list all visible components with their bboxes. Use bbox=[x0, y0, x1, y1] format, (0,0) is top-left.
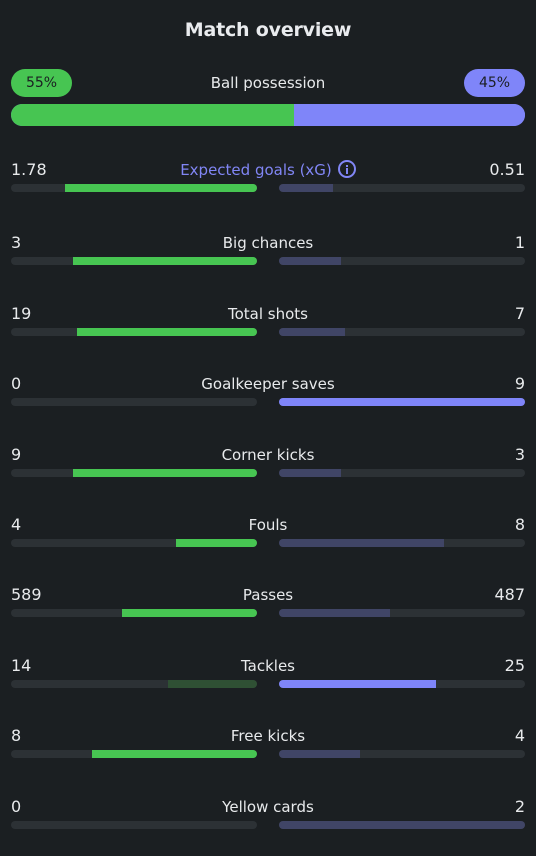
away-bar-track bbox=[279, 539, 525, 547]
away-value: 0.51 bbox=[489, 160, 525, 179]
stat-label: Goalkeeper saves bbox=[11, 374, 525, 394]
home-bar-fill bbox=[72, 469, 257, 477]
away-bar-track bbox=[279, 680, 525, 688]
home-value: 9 bbox=[11, 445, 22, 464]
home-possession-badge: 55% bbox=[11, 69, 72, 97]
stat-row: 9 Corner kicks 3 bbox=[11, 445, 525, 489]
away-bar-fill bbox=[279, 184, 334, 192]
home-bar-fill bbox=[65, 184, 257, 192]
away-value: 25 bbox=[504, 656, 525, 675]
away-bar-track bbox=[279, 750, 525, 758]
stat-row: 3 Big chances 1 bbox=[11, 233, 525, 277]
stat-label: Free kicks bbox=[11, 726, 525, 746]
stat-label-text: Total shots bbox=[228, 305, 308, 323]
home-bar-fill bbox=[121, 609, 257, 617]
stat-row: 1.78 Expected goals (xG) 0.51 bbox=[11, 160, 525, 204]
home-bar-fill bbox=[168, 680, 257, 688]
page-title: Match overview bbox=[184, 19, 352, 41]
away-value: 487 bbox=[494, 585, 525, 604]
away-bar-track bbox=[279, 257, 525, 265]
home-bar-track bbox=[11, 539, 257, 547]
home-bar-track bbox=[11, 257, 257, 265]
stat-label-text: Free kicks bbox=[230, 727, 306, 745]
stat-row: 14 Tackles 25 bbox=[11, 656, 525, 700]
possession-bar-home bbox=[11, 104, 294, 126]
home-bar-track bbox=[11, 328, 257, 336]
home-bar-track bbox=[11, 680, 257, 688]
stat-row: 4 Fouls 8 bbox=[11, 515, 525, 559]
away-value: 4 bbox=[514, 726, 525, 745]
home-value: 0 bbox=[11, 374, 22, 393]
possession-label: Ball possession bbox=[210, 74, 326, 92]
away-bar-fill bbox=[279, 328, 346, 336]
away-bar-track bbox=[279, 609, 525, 617]
away-value: 7 bbox=[514, 304, 525, 323]
away-value: 8 bbox=[514, 515, 525, 534]
stat-label-text: Tackles bbox=[240, 657, 296, 675]
stat-label-text: Yellow cards bbox=[222, 798, 314, 816]
away-bar-fill bbox=[279, 750, 361, 758]
away-bar-fill bbox=[279, 680, 437, 688]
home-bar-track bbox=[11, 398, 257, 406]
home-bar-fill bbox=[92, 750, 257, 758]
away-possession-badge: 45% bbox=[464, 69, 525, 97]
away-bar-fill bbox=[279, 469, 341, 477]
home-bar-track bbox=[11, 821, 257, 829]
stat-label-text: Goalkeeper saves bbox=[201, 375, 335, 393]
stat-label: Yellow cards bbox=[11, 797, 525, 817]
away-bar-track bbox=[279, 821, 525, 829]
home-bar-track bbox=[11, 750, 257, 758]
stat-label: Passes bbox=[11, 585, 525, 605]
stat-label: Big chances bbox=[11, 233, 525, 253]
stat-label-text: Passes bbox=[242, 586, 294, 604]
away-bar-fill bbox=[279, 539, 444, 547]
home-bar-fill bbox=[77, 328, 257, 336]
home-value: 589 bbox=[11, 585, 42, 604]
info-icon[interactable] bbox=[337, 160, 356, 178]
away-bar-fill bbox=[279, 821, 525, 829]
stat-label[interactable]: Expected goals (xG) bbox=[11, 160, 525, 180]
stat-label: Fouls bbox=[11, 515, 525, 535]
possession-bar bbox=[11, 104, 525, 126]
away-value: 1 bbox=[514, 233, 525, 252]
stat-row: 19 Total shots 7 bbox=[11, 304, 525, 348]
stat-row: 0 Yellow cards 2 bbox=[11, 797, 525, 841]
away-bar-track bbox=[279, 398, 525, 406]
home-value: 3 bbox=[11, 233, 22, 252]
stat-label-text: Expected goals (xG) bbox=[180, 161, 332, 179]
stat-label: Total shots bbox=[11, 304, 525, 324]
home-value: 14 bbox=[11, 656, 32, 675]
away-value: 3 bbox=[514, 445, 525, 464]
home-bar-fill bbox=[175, 539, 257, 547]
away-bar-track bbox=[279, 184, 525, 192]
away-bar-fill bbox=[279, 398, 525, 406]
possession-header: 55% Ball possession 45% bbox=[11, 69, 525, 97]
stat-label: Tackles bbox=[11, 656, 525, 676]
home-value: 8 bbox=[11, 726, 22, 745]
away-bar-track bbox=[279, 469, 525, 477]
away-bar-fill bbox=[279, 609, 390, 617]
away-bar-fill bbox=[279, 257, 341, 265]
away-bar-track bbox=[279, 328, 525, 336]
stat-label-text: Fouls bbox=[248, 516, 288, 534]
home-value: 0 bbox=[11, 797, 22, 816]
stat-label-text: Corner kicks bbox=[221, 446, 315, 464]
home-value: 4 bbox=[11, 515, 22, 534]
away-value: 9 bbox=[514, 374, 525, 393]
stat-row: 0 Goalkeeper saves 9 bbox=[11, 374, 525, 418]
stat-row: 589 Passes 487 bbox=[11, 585, 525, 629]
possession-bar-away bbox=[293, 104, 525, 126]
home-bar-track bbox=[11, 184, 257, 192]
away-value: 2 bbox=[514, 797, 525, 816]
home-value: 19 bbox=[11, 304, 32, 323]
home-bar-fill bbox=[72, 257, 257, 265]
stat-label: Corner kicks bbox=[11, 445, 525, 465]
home-bar-track bbox=[11, 609, 257, 617]
home-value: 1.78 bbox=[11, 160, 47, 179]
stat-row: 8 Free kicks 4 bbox=[11, 726, 525, 770]
home-bar-track bbox=[11, 469, 257, 477]
stat-label-text: Big chances bbox=[222, 234, 314, 252]
